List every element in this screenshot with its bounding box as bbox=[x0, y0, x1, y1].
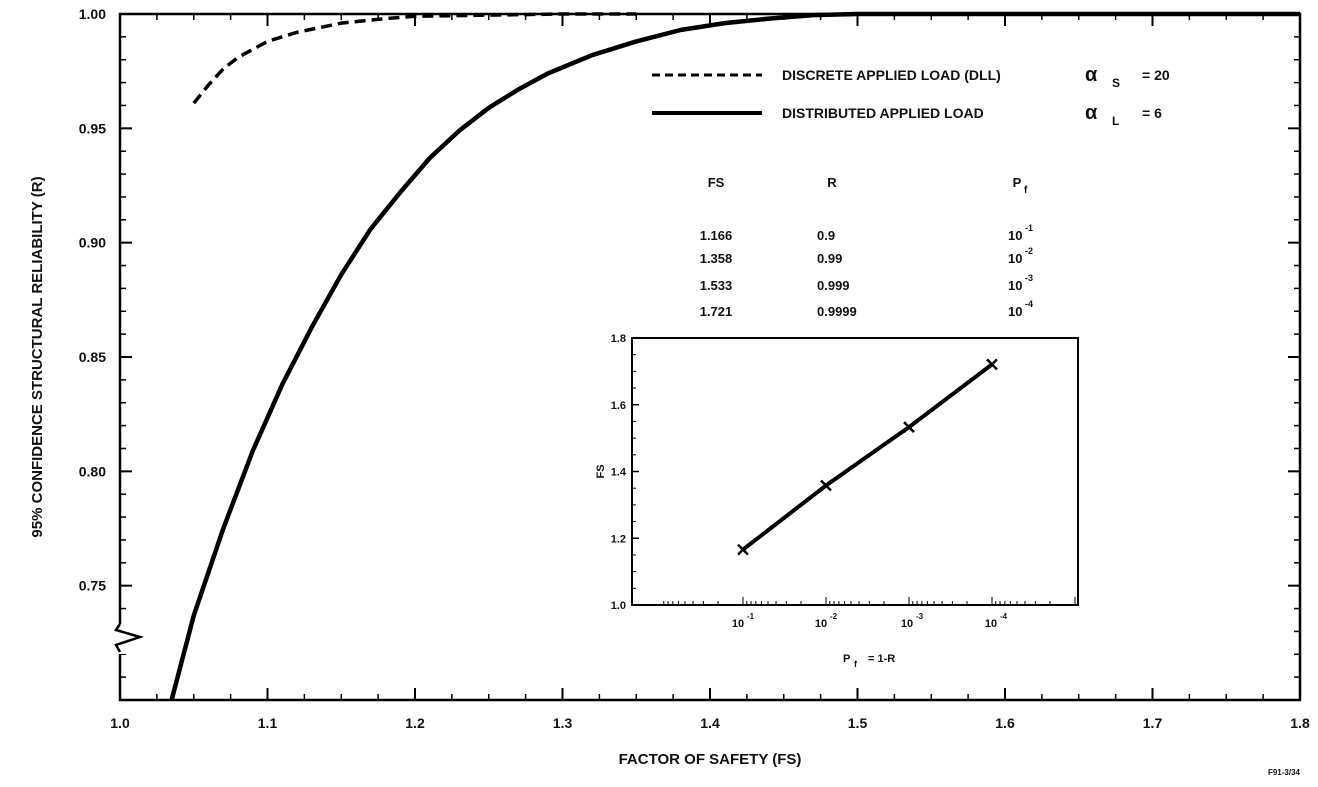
y-tick-label: 0.80 bbox=[79, 463, 106, 479]
table-cell-r: 0.999 bbox=[817, 278, 850, 293]
x-axis-title: FACTOR OF SAFETY (FS) bbox=[619, 751, 802, 768]
inset-x-tick-exponent: -2 bbox=[830, 612, 838, 621]
table-cell-pf-base: 10 bbox=[1008, 228, 1022, 243]
series-line-discrete-applied-load bbox=[194, 14, 637, 103]
legend: DISCRETE APPLIED LOAD (DLL) α S = 20 DISTRIB… bbox=[652, 64, 1170, 128]
table-header-pf-sub: f bbox=[1024, 185, 1028, 196]
x-tick-label: 1.3 bbox=[553, 715, 573, 731]
inset-x-tick-exponent: -3 bbox=[916, 612, 924, 621]
legend-label: DISCRETE APPLIED LOAD (DLL) bbox=[782, 67, 1001, 83]
x-tick-label: 1.7 bbox=[1143, 715, 1163, 731]
legend-alpha-value: = 6 bbox=[1142, 105, 1162, 121]
inset-y-axis-title: FS bbox=[595, 464, 607, 478]
x-tick-label: 1.6 bbox=[995, 715, 1015, 731]
legend-alpha-value: = 20 bbox=[1142, 67, 1170, 83]
y-tick-label: 0.95 bbox=[79, 120, 106, 136]
y-tick-label: 0.90 bbox=[79, 235, 106, 251]
table-cell-fs: 1.358 bbox=[700, 251, 733, 266]
inset-y-tick-label: 1.4 bbox=[611, 467, 627, 479]
x-tick-label: 1.2 bbox=[405, 715, 425, 731]
inset-y-tick-label: 1.6 bbox=[611, 400, 626, 412]
table-cell-r: 0.9 bbox=[817, 228, 835, 243]
table-cell-fs: 1.533 bbox=[700, 278, 733, 293]
table-cell-fs: 1.166 bbox=[700, 228, 733, 243]
x-tick-label: 1.5 bbox=[848, 715, 868, 731]
x-tick-label: 1.8 bbox=[1290, 715, 1310, 731]
table-cell-pf-exponent: -1 bbox=[1025, 223, 1033, 233]
inset-x-axis-title: P bbox=[843, 653, 850, 665]
inset-x-tick-exponent: -4 bbox=[1000, 612, 1008, 621]
x-tick-label: 1.4 bbox=[700, 715, 720, 731]
inset-y-tick-label: 1.2 bbox=[611, 533, 626, 545]
table-cell-fs: 1.721 bbox=[700, 304, 733, 319]
inset-x-tick-base: 10 bbox=[815, 618, 827, 630]
table-cell-pf-base: 10 bbox=[1008, 278, 1022, 293]
inset-x-axis-title-rest: = 1-R bbox=[868, 653, 895, 665]
table-header-r: R bbox=[827, 175, 837, 190]
inset-x-tick-base: 10 bbox=[732, 618, 744, 630]
table-cell-pf-exponent: -3 bbox=[1025, 273, 1033, 283]
y-tick-label: 1.00 bbox=[79, 6, 106, 22]
inset-y-tick-label: 1.0 bbox=[611, 600, 626, 612]
inset-frame bbox=[632, 338, 1078, 605]
figure-id: F91-3/34 bbox=[1268, 768, 1301, 777]
table-cell-pf-base: 10 bbox=[1008, 251, 1022, 266]
table-cell-pf-exponent: -2 bbox=[1025, 246, 1033, 256]
table-cell-r: 0.99 bbox=[817, 251, 842, 266]
legend-alpha-symbol: α bbox=[1085, 102, 1098, 124]
table-cell-pf-exponent: -4 bbox=[1025, 299, 1033, 309]
y-tick-label: 0.75 bbox=[79, 578, 106, 594]
inset-x-tick-base: 10 bbox=[901, 618, 913, 630]
y-tick-label: 0.85 bbox=[79, 349, 106, 365]
inset-x-tick-exponent: -1 bbox=[747, 612, 755, 621]
legend-alpha-subscript: L bbox=[1112, 114, 1119, 128]
y-axis-title: 95% CONFIDENCE STRUCTURAL RELIABILITY (R… bbox=[29, 176, 46, 537]
x-tick-label: 1.0 bbox=[110, 715, 130, 731]
table-cell-r: 0.9999 bbox=[817, 304, 857, 319]
table-header-pf: P bbox=[1013, 175, 1022, 190]
inset-y-tick-label: 1.8 bbox=[611, 333, 626, 345]
inset-x-axis-title-sub: f bbox=[854, 659, 858, 669]
table-header-fs: FS bbox=[708, 175, 725, 190]
legend-label: DISTRIBUTED APPLIED LOAD bbox=[782, 105, 984, 121]
inset-x-tick-base: 10 bbox=[985, 618, 997, 630]
legend-alpha-subscript: S bbox=[1112, 76, 1120, 90]
table-cell-pf-base: 10 bbox=[1008, 304, 1022, 319]
data-table: FS R Pf1.166 0.9 10 -11.358 0.99 10 -21.533 0.999… bbox=[700, 175, 1033, 319]
legend-alpha-symbol: α bbox=[1085, 64, 1098, 86]
x-tick-label: 1.1 bbox=[258, 715, 278, 731]
